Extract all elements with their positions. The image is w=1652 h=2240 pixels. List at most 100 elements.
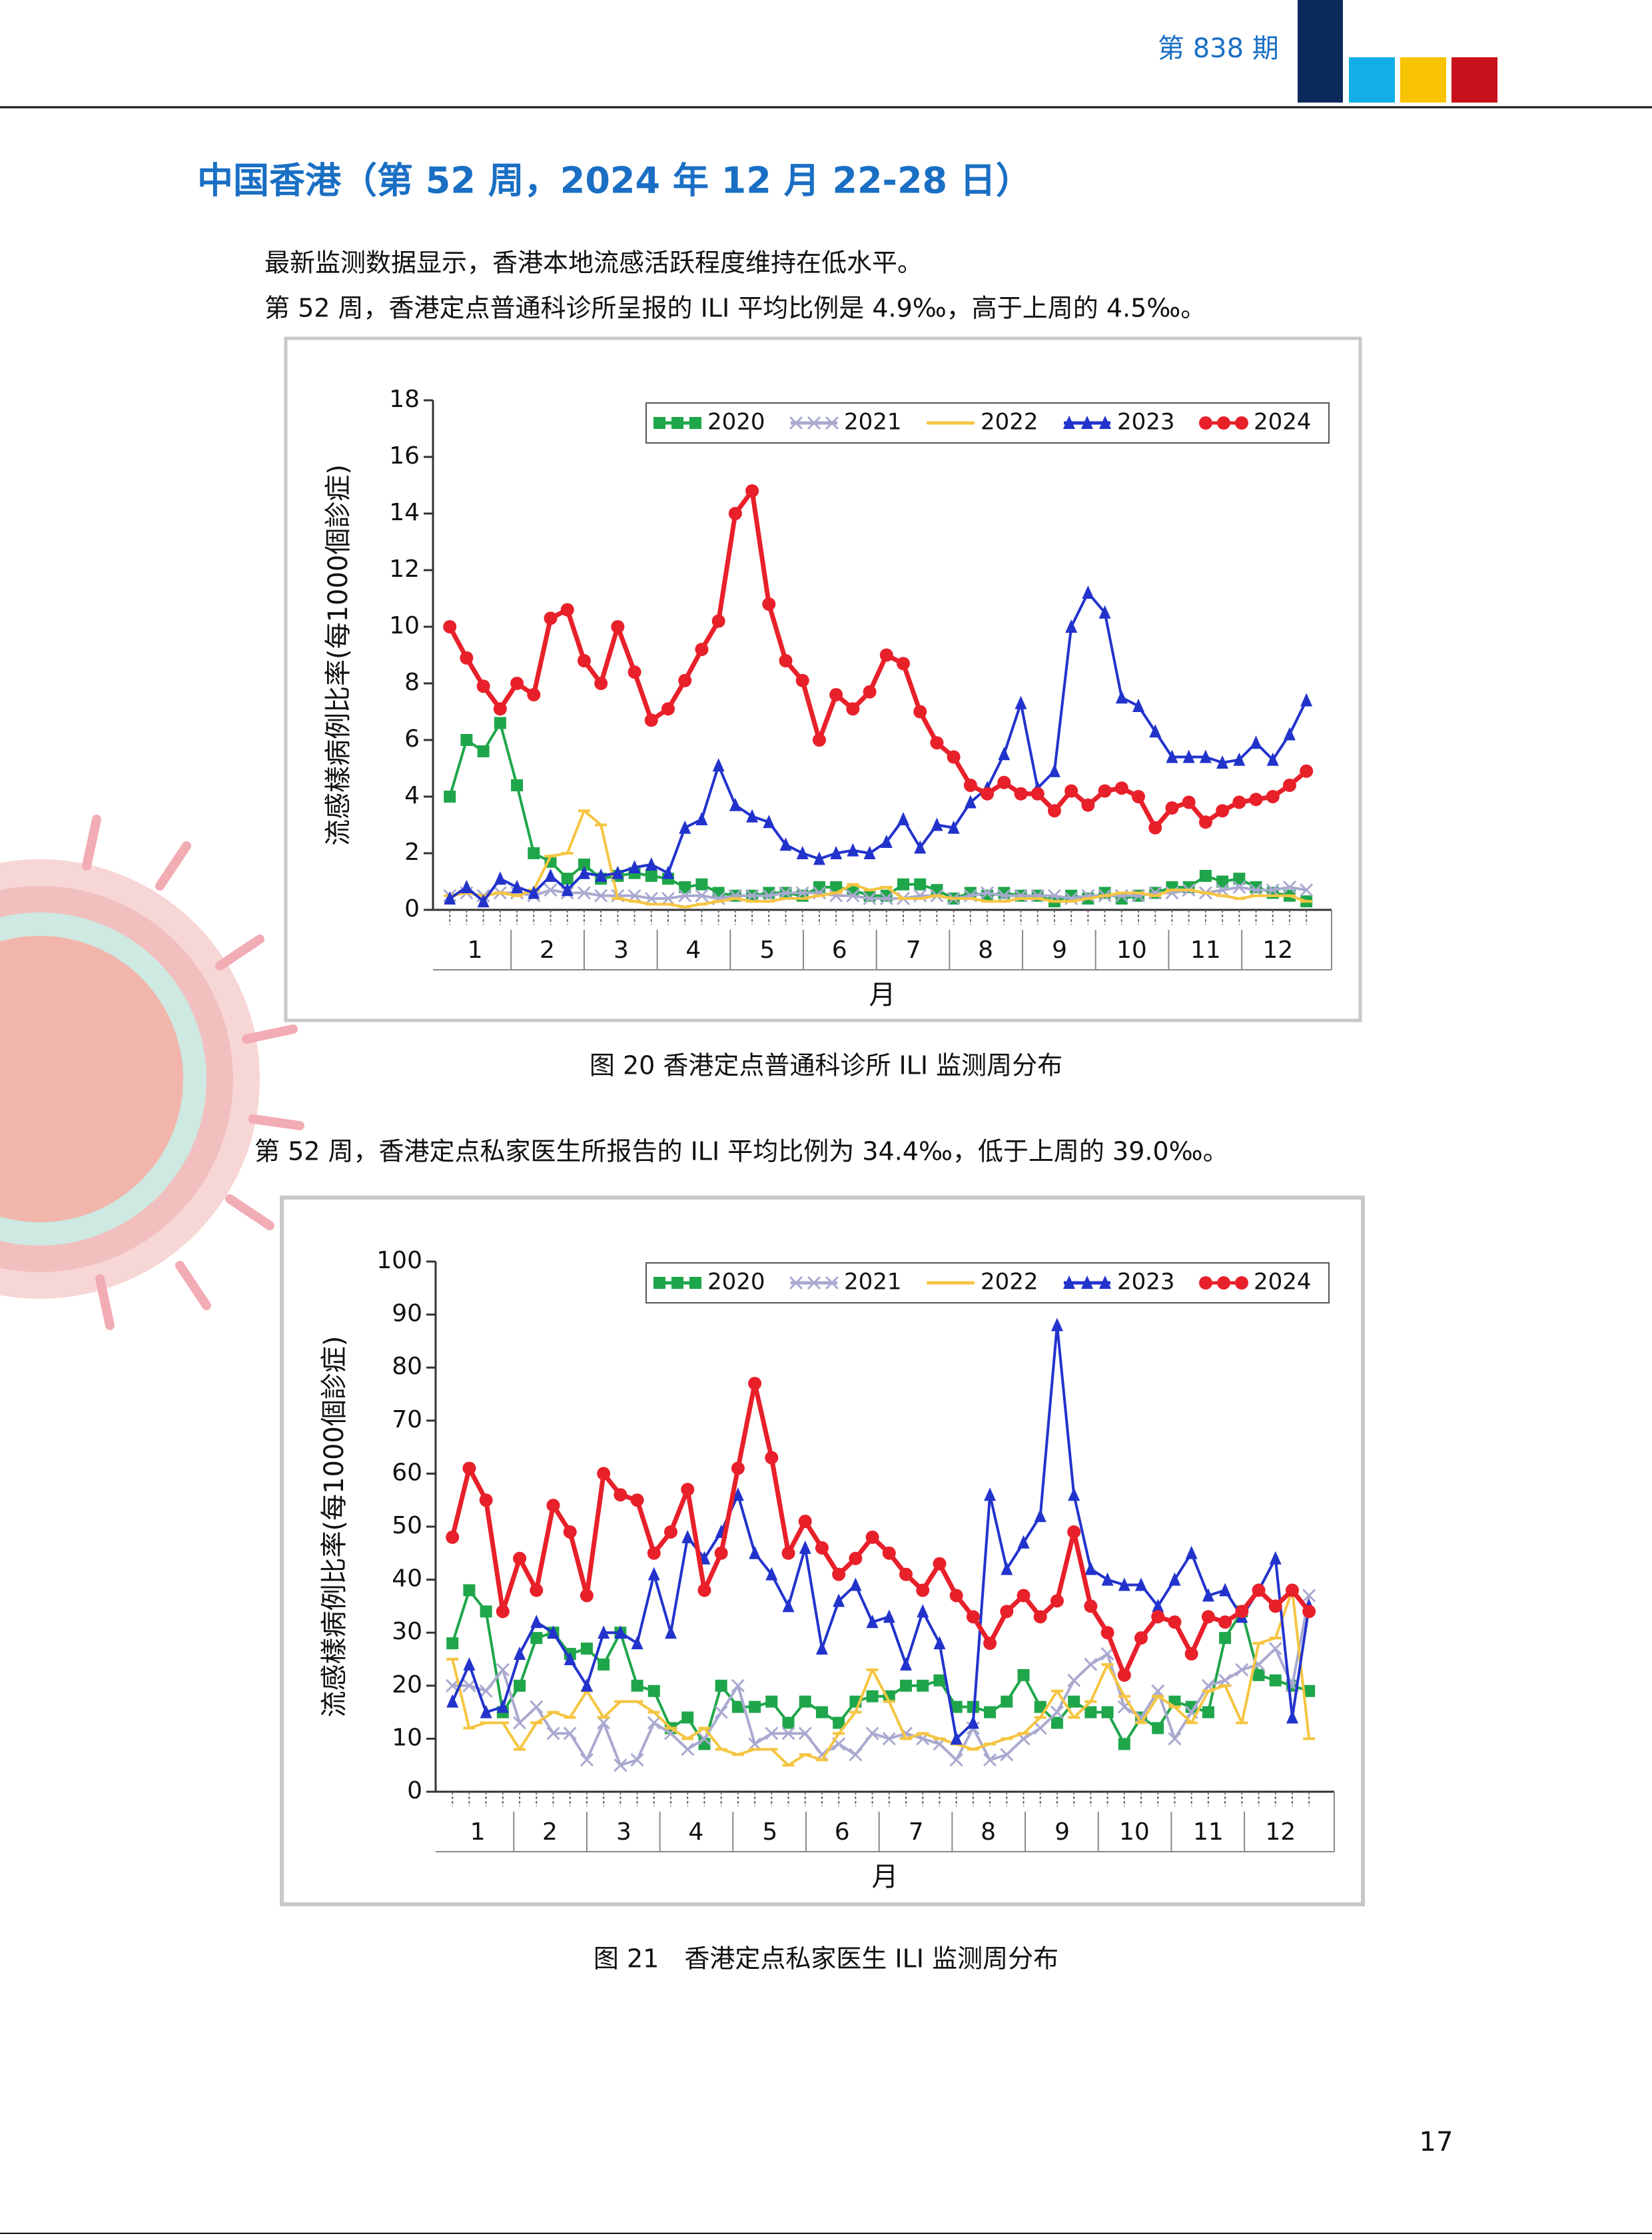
marker <box>647 1716 661 1730</box>
x-tick-label: 5 <box>759 936 775 964</box>
marker <box>1148 821 1162 835</box>
marker <box>580 1643 593 1655</box>
marker <box>997 775 1011 789</box>
marker <box>849 1551 863 1565</box>
marker <box>983 1753 997 1767</box>
series-line <box>451 1589 1311 1767</box>
marker <box>580 1589 594 1603</box>
marker <box>653 1277 665 1289</box>
marker <box>1182 749 1195 763</box>
y-tick-label: 30 <box>392 1618 422 1645</box>
marker <box>963 779 977 792</box>
marker <box>580 1678 593 1692</box>
marker <box>1082 585 1094 599</box>
marker <box>462 1461 476 1475</box>
marker <box>493 702 507 716</box>
marker <box>1250 735 1262 749</box>
marker <box>789 1276 803 1290</box>
marker <box>511 880 524 893</box>
marker <box>849 1577 862 1591</box>
marker <box>446 1530 460 1544</box>
marker <box>647 1567 660 1581</box>
marker <box>998 747 1011 761</box>
x-tick-label: 3 <box>614 936 629 964</box>
marker <box>444 891 456 905</box>
marker <box>1081 416 1093 429</box>
marker <box>1099 416 1111 429</box>
x-tick-label: 1 <box>468 936 483 964</box>
marker <box>763 815 775 829</box>
issue-number: 第 838 期 <box>1158 33 1279 64</box>
marker <box>782 1716 795 1729</box>
marker <box>598 1658 610 1671</box>
legend-label: 2022 <box>981 1269 1038 1296</box>
marker <box>1098 784 1112 798</box>
marker <box>695 889 709 903</box>
marker <box>933 1636 946 1650</box>
marker <box>849 1748 863 1762</box>
marker <box>731 1461 745 1475</box>
marker <box>496 1663 510 1677</box>
marker <box>830 846 843 859</box>
marker <box>846 702 860 716</box>
legend-label: 2024 <box>1254 409 1312 436</box>
x-tick-label: 6 <box>835 1818 850 1846</box>
x-tick-label: 12 <box>1262 936 1293 964</box>
marker <box>765 1567 778 1581</box>
x-tick-label: 10 <box>1119 1818 1150 1846</box>
marker <box>1001 1695 1013 1708</box>
chart-frame <box>284 336 1362 1022</box>
marker <box>665 1625 677 1639</box>
y-tick-label: 40 <box>392 1565 422 1593</box>
y-tick-label: 14 <box>389 499 420 526</box>
marker <box>1233 752 1246 766</box>
marker <box>1168 1572 1181 1586</box>
marker <box>825 416 839 430</box>
marker <box>577 886 591 900</box>
x-tick-label: 1 <box>470 1818 486 1846</box>
marker <box>866 1615 879 1629</box>
marker <box>477 894 490 908</box>
marker <box>460 880 473 893</box>
y-tick-label: 18 <box>389 386 420 413</box>
marker <box>1031 787 1044 801</box>
marker <box>695 643 709 656</box>
marker <box>1268 1599 1282 1613</box>
marker <box>1015 695 1027 709</box>
y-tick-label: 8 <box>404 669 420 696</box>
marker <box>833 1716 845 1729</box>
marker <box>1117 1668 1131 1682</box>
x-tick-label: 11 <box>1193 1818 1224 1846</box>
y-tick-label: 100 <box>376 1247 422 1274</box>
marker <box>966 1610 980 1624</box>
marker <box>1185 1545 1198 1559</box>
marker <box>444 791 456 803</box>
marker <box>631 1636 643 1650</box>
x-axis-label: 月 <box>872 1862 899 1892</box>
paragraph: 第 52 周，香港定点私家医生所报告的 ILI 平均比例为 34.4‰，低于上周… <box>254 1137 1228 1166</box>
marker <box>1132 699 1145 712</box>
y-tick-label: 0 <box>404 895 420 923</box>
marker <box>1084 1599 1098 1613</box>
marker <box>513 1716 527 1730</box>
y-tick-label: 10 <box>392 1724 422 1751</box>
marker <box>1232 880 1246 895</box>
marker <box>544 611 558 625</box>
marker <box>1152 1722 1164 1734</box>
marker <box>645 870 657 882</box>
marker <box>681 1483 695 1497</box>
virus-decoration <box>0 815 304 1330</box>
x-tick-label: 5 <box>762 1818 777 1846</box>
marker <box>765 1726 779 1740</box>
marker <box>984 1706 997 1718</box>
marker <box>711 614 725 628</box>
marker <box>460 651 474 665</box>
marker <box>1098 605 1111 619</box>
marker <box>661 891 675 906</box>
marker <box>1184 1647 1198 1661</box>
marker <box>745 484 759 498</box>
marker <box>882 1732 896 1746</box>
marker <box>829 688 843 701</box>
marker <box>597 1467 611 1481</box>
x-tick-label: 4 <box>688 1818 703 1846</box>
